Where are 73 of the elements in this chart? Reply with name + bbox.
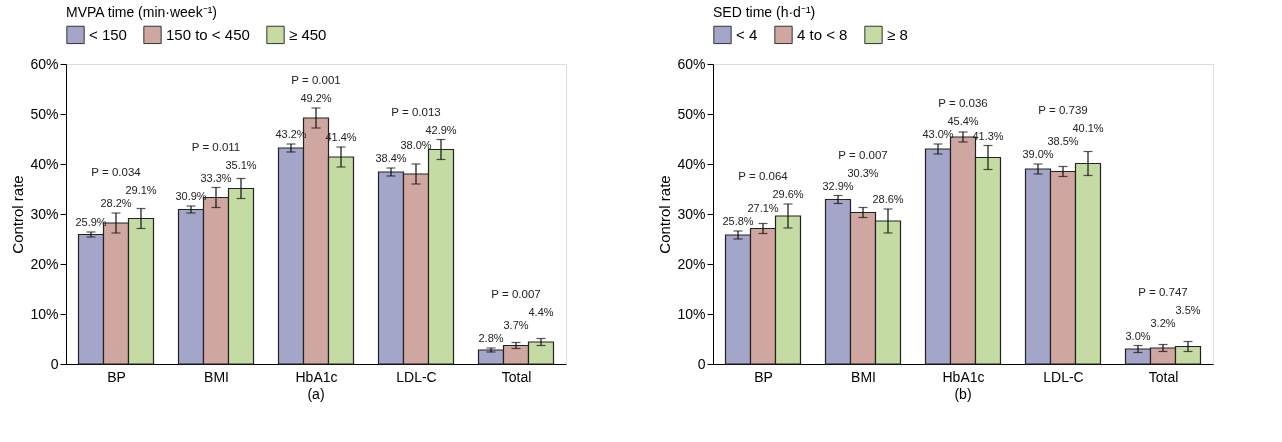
x-tick-label: BP <box>107 368 126 385</box>
text: (b) <box>954 386 972 402</box>
y-tick-label: 50% <box>30 105 59 122</box>
y-tick-label: 10% <box>677 305 706 322</box>
data-label: 35.1% <box>225 158 257 171</box>
data-label: 4.4% <box>528 306 554 318</box>
x-tick-label: BMI <box>851 368 876 385</box>
data-label: 41.3% <box>972 129 1004 142</box>
data-label: 27.1% <box>747 202 779 214</box>
data-label: 25.8% <box>722 215 754 227</box>
data-label: 40.1% <box>1072 122 1104 134</box>
data-label: 45.4% <box>947 115 979 127</box>
annotation: P = 0.013 <box>391 105 441 118</box>
annotation: P = 0.034 <box>91 166 142 178</box>
y-tick-label: 60% <box>30 55 59 72</box>
x-tick-label: HbA1c <box>295 368 338 385</box>
x-tick-label: LDL-C <box>1043 368 1084 385</box>
data-label: 28.2% <box>100 197 132 209</box>
y-tick-label: 0 <box>697 355 706 372</box>
data-label: 25.9% <box>75 216 107 228</box>
data-label: 30.3% <box>847 166 879 179</box>
x-tick-label: HbA1c <box>942 368 985 385</box>
legend-title: SED time (h·d⁻¹) <box>713 4 816 20</box>
data-label: 43.0% <box>922 128 954 140</box>
legend-label: 4 to < 8 <box>797 25 848 43</box>
data-label: 2.8% <box>478 332 504 344</box>
x-tick-label: Total <box>1148 368 1179 385</box>
data-label: 38.4% <box>375 152 407 164</box>
annotation: P = 0.007 <box>838 148 888 161</box>
y-axis-title: Control rate <box>656 175 674 254</box>
x-tick-label: LDL-C <box>396 368 437 385</box>
data-label: 29.1% <box>125 184 157 196</box>
data-label: 39.0% <box>1022 148 1054 160</box>
data-label: 28.6% <box>872 193 904 205</box>
annotation: P = 0.007 <box>491 288 541 300</box>
data-label: 3.0% <box>1125 329 1151 342</box>
annotation: P = 0.747 <box>1138 285 1188 298</box>
annotation: P = 0.036 <box>938 97 988 109</box>
y-tick-label: 40% <box>677 155 706 172</box>
annotation: P = 0.739 <box>1038 104 1088 116</box>
y-axis-title: Control rate <box>9 175 27 254</box>
legend-label: < 150 <box>89 25 127 43</box>
y-tick-label: 20% <box>677 255 706 272</box>
y-tick-label: 30% <box>30 205 59 222</box>
text: (a) <box>307 386 325 402</box>
legend-label: < 4 <box>736 25 758 43</box>
data-label: 42.9% <box>425 123 457 136</box>
data-label: 3.2% <box>1150 316 1176 329</box>
y-tick-label: 20% <box>30 255 59 272</box>
annotation: P = 0.001 <box>291 74 341 86</box>
legend-label: 150 to < 450 <box>166 25 250 43</box>
y-tick-label: 50% <box>677 105 706 122</box>
legend-label: ≥ 8 <box>887 25 908 43</box>
y-tick-label: 0 <box>50 355 59 372</box>
data-label: 38.0% <box>400 139 432 151</box>
data-label: 38.5% <box>1047 135 1079 147</box>
legend-label: ≥ 450 <box>289 25 327 43</box>
data-label: 33.3% <box>200 171 232 184</box>
x-tick-label: BP <box>754 368 773 385</box>
x-tick-label: BMI <box>204 368 229 385</box>
data-label: 3.5% <box>1175 303 1201 316</box>
y-tick-label: 30% <box>677 205 706 222</box>
data-label: 32.9% <box>822 179 854 192</box>
annotation: P = 0.064 <box>738 170 789 182</box>
annotation: P = 0.011 <box>191 140 241 153</box>
y-tick-label: 40% <box>30 155 59 172</box>
y-tick-label: 10% <box>30 305 59 322</box>
x-tick-label: Total <box>501 368 532 385</box>
y-tick-label: 60% <box>677 55 706 72</box>
data-label: 29.6% <box>772 188 804 200</box>
legend-title: MVPA time (min·week⁻¹) <box>66 4 217 20</box>
data-label: 3.7% <box>503 319 529 331</box>
data-label: 49.2% <box>300 92 332 104</box>
